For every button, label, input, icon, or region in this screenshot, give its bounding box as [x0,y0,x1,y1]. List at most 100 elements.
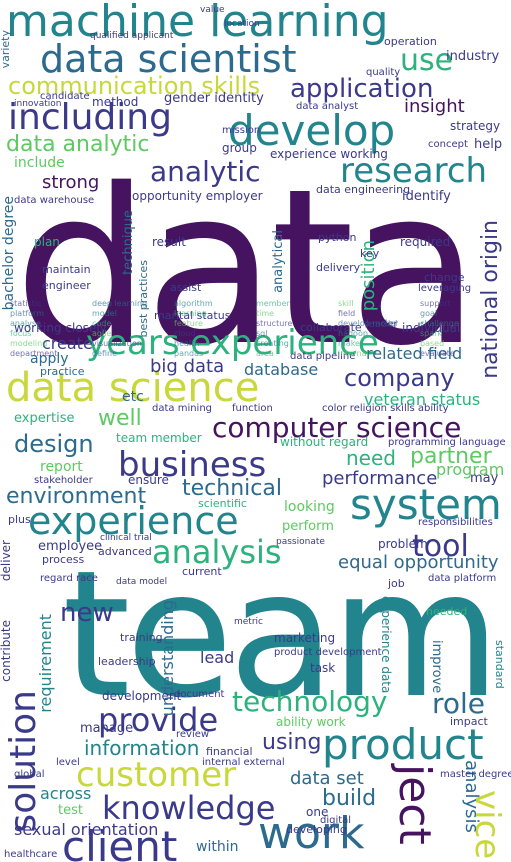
word-including: including [8,97,172,138]
word-level: level [56,757,80,768]
word-performance: performance [322,468,438,489]
word-technique: technique [121,210,136,275]
word-algorithm: algorithm [174,299,213,308]
word-qualified-applicant: qualified applicant [90,31,174,41]
word-within: within [196,839,239,855]
word-one: one [306,805,329,819]
word-data: data [14,142,480,393]
word-global: global [14,769,45,780]
word-design: design [14,430,94,458]
word-opportunity-employer: opportunity employer [132,189,263,203]
word-digital: digital [320,815,352,826]
word-support: support [420,299,451,308]
word-create: create [42,334,93,353]
word-data-analyst: data analyst [296,101,359,112]
word-perform: perform [282,519,334,534]
word-national-origin: national origin [478,220,503,379]
word-method: method [92,95,139,109]
word-regard-race: regard race [40,573,98,584]
word-engineer: engineer [42,279,91,292]
word-financial: financial [206,745,253,758]
word-operation: operation [384,35,437,48]
word-experience-working: experience working [270,147,388,161]
word-team: team [62,534,501,737]
word-environment: environment [6,484,147,509]
word-process: process [42,553,85,566]
word-developing: developing [286,823,347,836]
word-looking: looking [284,499,335,515]
word-need: need [346,446,396,470]
word-impact: impact [450,715,488,728]
word-report: report [40,459,83,475]
word-innovation: innovation [14,99,62,109]
word-goal: goal [420,309,438,318]
word-marketing: marketing [274,631,336,645]
word-visualization: visualization [92,339,142,348]
word-experience: experience [28,499,239,543]
word-related-field: related field [366,344,463,363]
word-business: business [118,445,267,485]
word-veteran-status: veteran status [364,390,481,409]
word-ensure: ensure [128,473,169,487]
word-information: information [84,736,200,760]
word-task: task [310,661,336,675]
word-member: member [256,299,290,308]
word-job: job [388,577,405,590]
word-development: development [102,689,182,703]
word-collaborate: collaborate [300,321,362,334]
word-healthcare: healthcare [4,849,58,860]
word-manage: manage [80,721,134,736]
word-data-engineering: data engineering [316,183,411,196]
word-hadoop: hadoop [338,329,368,338]
word-etc: etc [122,389,144,405]
word-master-degree: master degree [440,769,511,780]
word-review: review [176,729,210,740]
word-include: include [14,155,65,171]
word-plan: plan [34,235,60,249]
word-time: time [256,309,275,318]
word-product: product [322,720,484,769]
word-data-platform: data platform [428,573,497,584]
word-sexual-orientation: sexual orientation [14,820,159,839]
word-client: client [62,822,178,862]
word-research: research [340,151,488,191]
word-develop: develop [228,106,396,155]
word-challenge: challenge [420,319,459,328]
word-develop-model: develop model [338,319,398,328]
word-document: document [174,689,225,700]
word-strong: strong [42,172,100,193]
word-deliver: deliver [0,540,13,582]
word-marital-status: marital status [154,309,231,322]
word-location: location [224,19,260,29]
word-bachelor-degree: bachelor degree [1,196,17,311]
word-new: new [60,598,114,628]
word-work: work [258,808,365,859]
word-metric: metric [234,617,263,627]
word-role: role [432,687,486,720]
word-ability-work: ability work [276,715,346,729]
word-evaluate: evaluate [420,349,455,358]
word-equal-opportunity: equal opportunity [338,552,499,573]
word-technology: technology [232,685,388,718]
word-tool: tool [412,529,469,564]
word-data-analytic: data analytic [6,132,150,157]
word-internal-external: internal external [202,757,285,768]
word-identify: identify [402,189,451,204]
word-improve: improve [429,640,444,694]
word-sql: sql [256,329,268,338]
word-delivery: delivery [316,261,361,274]
word-quality: quality [366,67,401,78]
word-agile: agile [92,329,112,338]
word-data-mining: data mining [152,403,213,414]
word-key: key [360,247,380,260]
word-lead: lead [200,648,235,667]
word-expertise: expertise [14,411,75,426]
word-analysis: analysis [152,533,282,571]
word-spark: spark [420,329,443,338]
word-company: company [344,364,455,392]
word-python: python [318,231,357,244]
word-requirement: requirement [36,614,55,713]
word-area: area [256,349,274,358]
word-problem: problem [378,537,428,551]
word-communication-skills: communication skills [8,72,261,100]
